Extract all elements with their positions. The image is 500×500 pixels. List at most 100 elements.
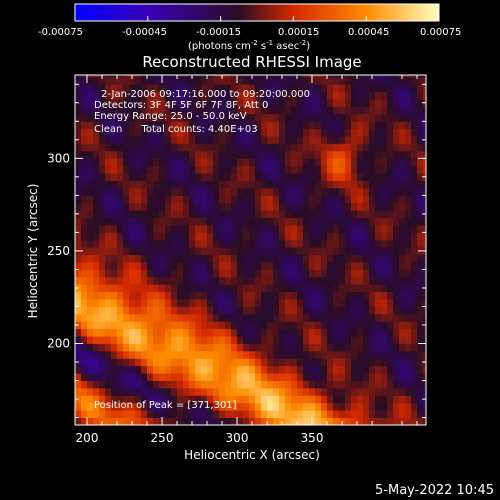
heatmap-cell: [309, 136, 316, 144]
heatmap-cell: [399, 239, 406, 248]
heatmap-cell: [135, 247, 142, 256]
heatmap-cell: [237, 276, 244, 285]
heatmap-cell: [303, 76, 310, 85]
heatmap-cell: [129, 262, 136, 270]
heatmap-cell: [177, 128, 184, 137]
heatmap-cell: [225, 136, 232, 144]
heatmap-cell: [201, 121, 208, 130]
heatmap-cell: [81, 173, 88, 181]
heatmap-cell: [87, 113, 94, 122]
heatmap-cell: [99, 128, 106, 137]
heatmap-cell: [117, 387, 124, 396]
heatmap-cell: [381, 180, 388, 189]
heatmap-cell: [117, 313, 124, 322]
heatmap-cell: [381, 165, 388, 174]
heatmap-cell: [81, 373, 88, 381]
heatmap-cell: [399, 350, 406, 359]
heatmap-cell: [417, 202, 424, 211]
heatmap-cell: [183, 417, 190, 426]
heatmap-cell: [417, 187, 424, 196]
heatmap-cell: [117, 380, 124, 389]
heatmap-cell: [207, 75, 214, 78]
heatmap-cell: [135, 269, 142, 278]
heatmap-cell: [351, 387, 358, 396]
heatmap-cell: [123, 254, 130, 263]
heatmap-cell: [417, 121, 424, 130]
heatmap-cell: [207, 173, 214, 181]
heatmap-cell: [141, 75, 148, 78]
heatmap-cell: [87, 254, 94, 263]
heatmap-cell: [345, 358, 352, 367]
heatmap-cell: [243, 113, 250, 122]
heatmap-cell: [213, 113, 220, 122]
heatmap-cell: [399, 128, 406, 137]
heatmap-cell: [381, 121, 388, 130]
heatmap-cell: [381, 210, 388, 218]
heatmap-cell: [273, 321, 280, 330]
heatmap-cell: [153, 358, 160, 367]
heatmap-cell: [135, 195, 142, 204]
heatmap-cell: [141, 343, 148, 352]
heatmap-cell: [357, 365, 364, 374]
heatmap-cell: [309, 313, 316, 322]
heatmap-cell: [129, 217, 136, 226]
heatmap-cell: [219, 225, 226, 233]
heatmap-cell: [129, 336, 136, 344]
heatmap-cell: [165, 239, 172, 248]
heatmap-cell: [387, 247, 394, 256]
heatmap-cell: [327, 136, 334, 144]
heatmap-cell: [135, 121, 142, 130]
heatmap-cell: [105, 195, 112, 204]
heatmap-cell: [141, 84, 148, 93]
heatmap-cell: [369, 239, 376, 248]
heatmap-cell: [339, 313, 346, 322]
heatmap-cell: [339, 225, 346, 233]
heatmap-cell: [315, 402, 322, 411]
heatmap-cell: [393, 187, 400, 196]
heatmap-cell: [255, 291, 262, 300]
heatmap-cell: [303, 350, 310, 359]
heatmap-cell: [171, 417, 178, 426]
heatmap-cell: [255, 158, 262, 167]
heatmap-cell: [267, 84, 274, 93]
heatmap-cell: [189, 373, 196, 381]
heatmap-cell: [105, 284, 112, 293]
heatmap-cell: [423, 313, 427, 322]
heatmap-cell: [405, 210, 412, 218]
heatmap-cell: [267, 350, 274, 359]
heatmap-cell: [189, 173, 196, 181]
heatmap-cell: [219, 380, 226, 389]
heatmap-cell: [189, 99, 196, 107]
heatmap-cell: [405, 276, 412, 285]
heatmap-cell: [375, 269, 382, 278]
heatmap-cell: [417, 291, 424, 300]
heatmap-cell: [99, 284, 106, 293]
heatmap-cell: [405, 150, 412, 159]
heatmap-cell: [393, 91, 400, 100]
heatmap-cell: [141, 395, 148, 404]
heatmap-cell: [243, 336, 250, 344]
heatmap-cell: [267, 387, 274, 396]
heatmap-cell: [105, 202, 112, 211]
heatmap-cell: [297, 75, 304, 78]
heatmap-cell: [141, 269, 148, 278]
heatmap-cell: [165, 225, 172, 233]
heatmap-cell: [111, 269, 118, 278]
heatmap-cell: [423, 417, 427, 426]
heatmap-cell: [333, 187, 340, 196]
heatmap-cell: [405, 76, 412, 85]
heatmap-cell: [279, 350, 286, 359]
heatmap-cell: [357, 358, 364, 367]
heatmap-cell: [123, 299, 130, 307]
heatmap-cell: [225, 395, 232, 404]
heatmap-cell: [381, 247, 388, 256]
heatmap-cell: [93, 106, 100, 115]
heatmap-cell: [279, 299, 286, 307]
heatmap-cell: [213, 150, 220, 159]
heatmap-cell: [207, 306, 214, 315]
heatmap-cell: [309, 91, 316, 100]
heatmap-cell: [411, 225, 418, 233]
heatmap-cell: [381, 128, 388, 137]
heatmap-cell: [279, 380, 286, 389]
